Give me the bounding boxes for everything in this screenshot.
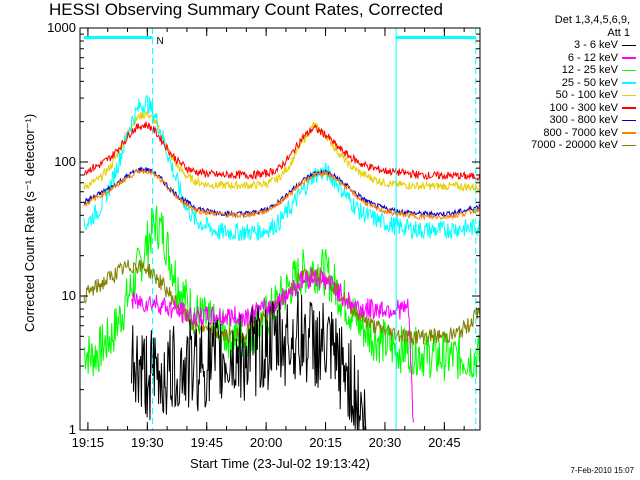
legend-entry: 50 - 100 keV	[490, 89, 636, 102]
footer-date: 7-Feb-2010 15:07	[570, 466, 634, 475]
x-tick-label: 19:15	[72, 435, 105, 450]
legend-header-line2: Att 1	[607, 26, 630, 39]
legend-entry: 3 - 6 keV	[490, 39, 636, 52]
series-line-7	[83, 168, 480, 221]
legend-entry-label: 800 - 7000 keV	[543, 126, 618, 139]
plot-frame	[79, 27, 481, 431]
legend-entry: 12 - 25 keV	[490, 64, 636, 77]
series-line-3	[83, 94, 480, 242]
legend-entry: 300 - 800 keV	[490, 114, 636, 127]
legend-entry-label: 6 - 12 keV	[567, 51, 618, 64]
legend-entry-swatch	[622, 57, 636, 59]
legend-entry-swatch	[622, 94, 636, 96]
annotation-n: N	[157, 36, 164, 47]
legend-entry: 100 - 300 keV	[490, 102, 636, 115]
axis-ticks: 1 10 100 1000 19:15 19:30 19:45 20:00 20:15 20:30…	[47, 20, 480, 450]
legend-entry: 25 - 50 keV	[490, 77, 636, 90]
legend-entry: 7000 - 20000 keV	[490, 139, 636, 152]
x-tick-label: 19:30	[131, 435, 164, 450]
legend-entry-swatch	[622, 69, 636, 71]
legend-entry-swatch	[622, 144, 636, 146]
axes-frame	[79, 27, 481, 431]
legend-entry-label: 100 - 300 keV	[549, 101, 619, 114]
legend-entry-label: 50 - 100 keV	[555, 89, 618, 101]
series-line-4	[83, 110, 480, 193]
plot-area	[83, 28, 480, 430]
legend-entry-swatch	[622, 107, 636, 109]
y-tick-label: 1	[69, 422, 76, 437]
x-tick-label: 20:15	[309, 435, 342, 450]
legend-entry-swatch	[622, 44, 636, 46]
legend-entry-label: 12 - 25 keV	[561, 64, 618, 76]
legend-entries: 3 - 6 keV 6 - 12 keV 12 - 25 keV 25 - 50 ke…	[490, 39, 636, 152]
legend-entry-swatch	[622, 119, 636, 121]
x-axis-label: Start Time (23-Jul-02 19:13:42)	[190, 456, 370, 471]
legend-entry-label: 300 - 800 keV	[549, 114, 619, 126]
legend-entry-label: 3 - 6 keV	[573, 39, 618, 51]
y-tick-label: 1000	[47, 20, 76, 35]
legend-entry-label: 7000 - 20000 keV	[531, 139, 618, 151]
y-tick-label: 10	[62, 288, 76, 303]
x-tick-label: 20:00	[250, 435, 283, 450]
legend-entry-swatch	[622, 82, 636, 84]
x-tick-label: 20:30	[369, 435, 402, 450]
chart-title: HESSI Observing Summary Count Rates, Cor…	[49, 0, 443, 19]
series-line-0	[130, 291, 367, 430]
legend-entry: 800 - 7000 keV	[490, 127, 636, 140]
legend-header-line1: Det 1,3,4,5,6,9,	[554, 14, 630, 26]
legend-entry: 6 - 12 keV	[490, 52, 636, 65]
series-line-5	[83, 121, 480, 182]
legend: Det 1,3,4,5,6,9, Att 1 3 - 6 keV 6 - 12 k…	[490, 14, 636, 152]
y-axis-label: Corrected Count Rate (s⁻¹ detector⁻¹)	[22, 113, 37, 332]
legend-entry-label: 25 - 50 keV	[561, 76, 618, 89]
legend-entry-swatch	[622, 132, 636, 134]
x-tick-label: 20:45	[428, 435, 461, 450]
x-tick-label: 19:45	[190, 435, 223, 450]
y-tick-label: 100	[54, 154, 76, 169]
